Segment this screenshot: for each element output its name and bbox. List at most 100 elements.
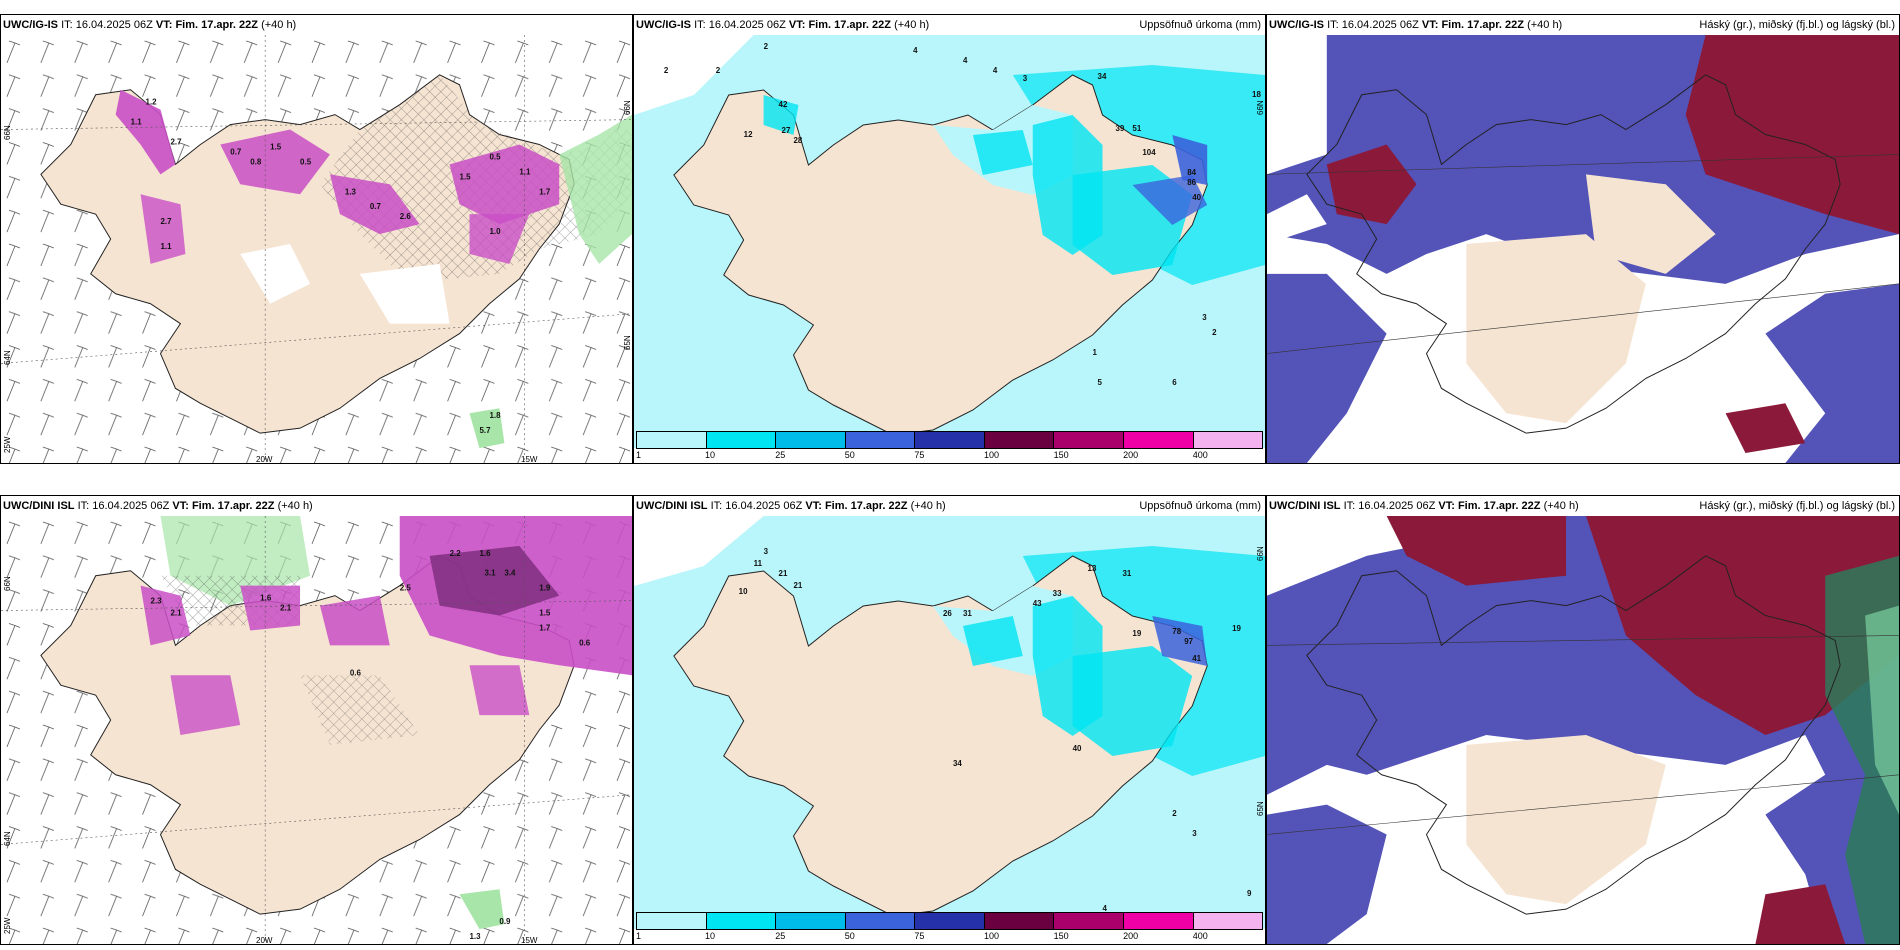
value-label: 1.1: [131, 118, 143, 127]
lead-time: (+40 h): [1527, 19, 1563, 31]
colorbar-label: 200: [1123, 450, 1139, 460]
cloud-panel-row2: UWC/DINI ISL IT: 16.04.2025 06Z VT: Fim.…: [1266, 495, 1900, 945]
colorbar-labels: 1 10 25 50 75 100 150 200 400: [636, 450, 1263, 461]
lat-label: 66N: [1256, 100, 1265, 115]
value-label: 9: [1247, 889, 1252, 898]
value-label: 1.8: [489, 411, 501, 420]
init-time: 16.04.2025 06Z: [1358, 500, 1436, 512]
value-label: 19: [1232, 624, 1241, 633]
panel-title: Uppsöfnuð úrkoma (mm): [1139, 19, 1261, 31]
model-name: UWC/IG-IS: [3, 19, 58, 31]
value-label: 1.5: [539, 609, 551, 618]
map-svg: 1.1 1.2 2.7 0.7 0.8 1.5 0.5 1.3 0.7 2.6 …: [1, 35, 632, 463]
value-label: 1.7: [539, 187, 551, 196]
value-label: 3: [1202, 313, 1207, 322]
precipitation-panel-row2: UWC/DINI ISL IT: 16.04.2025 06Z VT: Fim.…: [633, 495, 1266, 945]
valid-time: Fim. 17.apr. 22Z: [175, 19, 258, 31]
lon-label: 20W: [256, 455, 273, 464]
lead-time: (+40 h): [910, 500, 946, 512]
value-label: 0.6: [579, 638, 591, 647]
cloud-panel-row1: UWC/IG-IS IT: 16.04.2025 06Z VT: Fim. 17…: [1266, 14, 1900, 464]
lat-label: 66N: [623, 100, 632, 115]
value-label: 1.1: [519, 167, 531, 176]
colorbar-label: 400: [1192, 931, 1208, 941]
colorbar-label: 100: [983, 450, 1000, 460]
model-name: UWC/DINI ISL: [1269, 500, 1341, 512]
value-label: 28: [793, 136, 802, 145]
init-time: 16.04.2025 06Z: [725, 500, 803, 512]
value-label: 1.5: [270, 142, 282, 151]
value-label: 0.9: [499, 917, 511, 926]
value-label: 40: [1073, 744, 1082, 753]
value-label: 1.3: [470, 932, 482, 941]
valid-time: Fim. 17.apr. 22Z: [824, 500, 908, 512]
valid-time: Fim. 17.apr. 22Z: [1457, 500, 1541, 512]
colorbar-seg-4: [845, 432, 916, 448]
value-label: 0.6: [350, 668, 362, 677]
wind-snow-panel-row2: UWC/DINI ISL IT: 16.04.2025 06Z VT: Fim.…: [0, 495, 633, 945]
value-label: 5: [1098, 378, 1103, 387]
value-label: 2: [764, 42, 769, 51]
colorbar-seg-1: [637, 913, 707, 929]
value-label: 21: [779, 569, 788, 578]
colorbar-label: 10: [704, 931, 715, 941]
value-label: 2.1: [280, 604, 292, 613]
colorbar-seg-5: [915, 432, 985, 448]
value-label: 1.6: [260, 594, 272, 603]
colorbar-labels: 1 10 25 50 75 100 150 200 400: [636, 931, 1263, 942]
wind-snow-map: 2.3 2.1 1.6 2.1 2.5 2.2 3.1 3.4 1.6 1.9 …: [1, 516, 632, 944]
value-label: 33: [1053, 589, 1062, 598]
value-label: 84: [1187, 168, 1196, 177]
value-label: 2: [1212, 328, 1217, 337]
value-label: 2.5: [400, 584, 412, 593]
value-label: 43: [1033, 599, 1042, 608]
value-label: 31: [1122, 569, 1131, 578]
value-label: 97: [1184, 637, 1193, 646]
value-label: 2.3: [151, 597, 163, 606]
panel-title: Uppsöfnuð úrkoma (mm): [1139, 500, 1261, 512]
init-time: 16.04.2025 06Z: [92, 500, 170, 512]
value-label: 0.7: [370, 202, 382, 211]
panel-header: UWC/DINI ISL IT: 16.04.2025 06Z VT: Fim.…: [634, 496, 1265, 516]
value-label: 2: [664, 66, 669, 75]
colorbar-label: 50: [844, 450, 855, 460]
value-label: 2: [1172, 809, 1177, 818]
value-label: 1.2: [146, 98, 158, 107]
value-label: 4: [913, 46, 918, 55]
value-label: 0.5: [300, 157, 312, 166]
value-label: 51: [1132, 124, 1141, 133]
value-label: 10: [739, 587, 748, 596]
lat-label: 65N: [1256, 801, 1265, 816]
value-label: 12: [744, 130, 753, 139]
value-label: 0.8: [250, 157, 262, 166]
valid-time: Fim. 17.apr. 22Z: [1441, 19, 1524, 31]
valid-time: Fim. 17.apr. 22Z: [808, 19, 891, 31]
value-label: 31: [963, 609, 972, 618]
wind-snow-map: 1.1 1.2 2.7 0.7 0.8 1.5 0.5 1.3 0.7 2.6 …: [1, 35, 632, 463]
model-name: UWC/DINI ISL: [636, 500, 708, 512]
lead-time: (+40 h): [277, 500, 313, 512]
colorbar-segments: [636, 431, 1263, 449]
value-label: 1.7: [539, 623, 551, 632]
value-label: 40: [1192, 193, 1201, 202]
colorbar-label: 50: [844, 931, 855, 941]
precipitation-map: 3 11 10 21 21 26 31 43 33 13 31 78 97 41…: [634, 516, 1265, 929]
precipitation-panel-row1: UWC/IG-IS IT: 16.04.2025 06Z VT: Fim. 17…: [633, 14, 1266, 464]
value-label: 0.7: [230, 147, 242, 156]
colorbar-seg-5: [915, 913, 985, 929]
model-name: UWC/DINI ISL: [3, 500, 75, 512]
colorbar-seg-3: [776, 432, 846, 448]
value-label: 2.6: [400, 212, 412, 221]
value-label: 41: [1192, 654, 1201, 663]
lon-label: 25W: [3, 436, 12, 453]
model-name: UWC/IG-IS: [636, 19, 691, 31]
colorbar-label: 100: [983, 931, 1000, 941]
init-time: 16.04.2025 06Z: [75, 19, 153, 31]
colorbar-label: 75: [914, 450, 925, 460]
value-label: 1.1: [160, 242, 172, 251]
colorbar-seg-4: [845, 913, 916, 929]
value-label: 4: [1103, 904, 1108, 913]
value-label: 34: [1098, 72, 1107, 81]
value-label: 21: [793, 581, 802, 590]
colorbar-label: 150: [1053, 931, 1069, 941]
